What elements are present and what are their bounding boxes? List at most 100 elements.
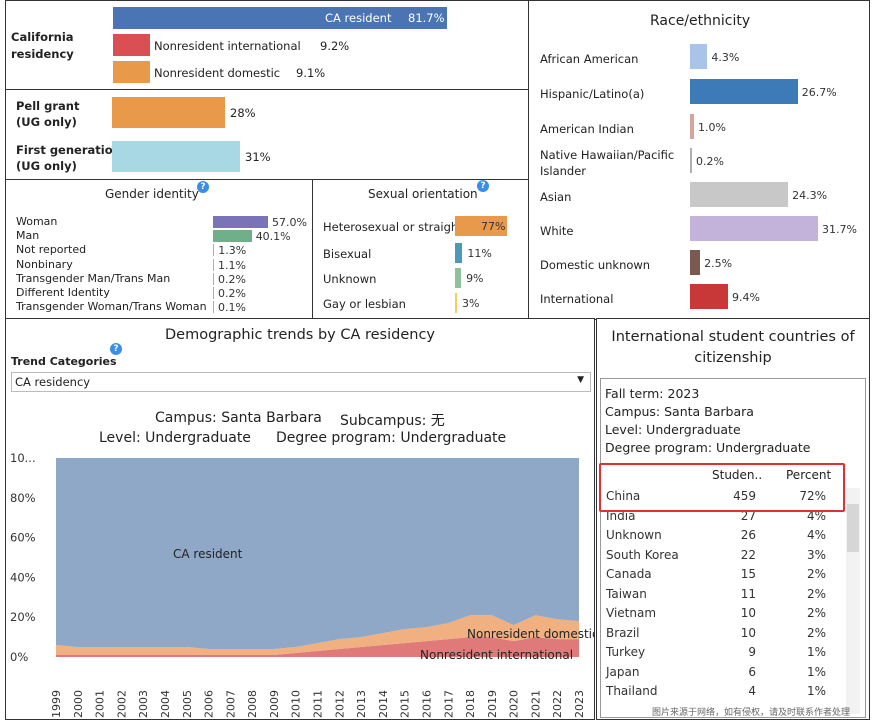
annotation-nonresident-domestic: Nonresident domestic: [467, 627, 595, 641]
trends-title: Demographic trends by CA residency: [165, 327, 436, 343]
percent-cell: 2%: [806, 625, 826, 640]
firstgen-label: First generation (UG only): [16, 143, 121, 173]
intl-row[interactable]: Thailand 4 1%: [606, 682, 846, 701]
area-series-1[interactable]: [56, 615, 579, 656]
race-label-2: American Indian: [540, 122, 634, 136]
y-tick-label: 10...: [10, 451, 36, 465]
gender-bar-6[interactable]: [213, 301, 214, 314]
y-tick-label: 60%: [10, 531, 36, 545]
percent-cell: 2%: [806, 586, 826, 601]
percent-cell: 3%: [806, 547, 826, 562]
gender-bar-0[interactable]: [213, 216, 268, 228]
race-bar-2[interactable]: [690, 114, 695, 139]
race-label-6: Domestic unknown: [540, 258, 651, 272]
gender-bar-5[interactable]: [213, 287, 214, 299]
percent-cell: 72%: [799, 489, 826, 503]
y-tick-label: 80%: [10, 491, 36, 505]
trend-area-chart[interactable]: 0% 20% 40% 60% 80% 10... 1999 2000 2001 2002 2003 2…: [0, 450, 595, 718]
gender-value-2: 1.3%: [218, 244, 247, 258]
residency-value-ca: 81.7%: [408, 11, 445, 25]
gender-bar-2[interactable]: [213, 244, 215, 257]
x-tick-label: 2013: [355, 690, 368, 718]
gender-value-6: 0.1%: [218, 301, 246, 315]
gender-value-1: 40.1%: [255, 230, 291, 244]
race-value-2: 1.0%: [698, 121, 726, 134]
intl-row[interactable]: Unknown 26 4%: [606, 526, 846, 545]
residency-name-intl: Nonresident international: [154, 39, 301, 53]
y-tick-label: 20%: [10, 610, 36, 624]
x-tick-label: 2021: [529, 690, 542, 718]
intl-row[interactable]: India 27 4%: [606, 507, 846, 526]
gender-bar-4[interactable]: [213, 272, 214, 285]
sexual-value-3: 3%: [462, 297, 480, 310]
trends-program: Degree program: Undergraduate: [276, 430, 507, 446]
intl-row[interactable]: Taiwan 11 2%: [606, 585, 846, 604]
percent-cell: 4%: [806, 528, 826, 542]
gender-help-icon[interactable]: ?: [197, 181, 209, 193]
race-bar-3[interactable]: [690, 148, 692, 173]
race-bar-1[interactable]: [690, 79, 798, 104]
sexual-label-1: Bisexual: [323, 247, 372, 261]
intl-row[interactable]: Canada 15 2%: [606, 565, 846, 584]
trend-category-dropdown[interactable]: CA residency ▼: [11, 372, 591, 392]
x-tick-label: 2002: [115, 690, 128, 718]
intl-row[interactable]: Turkey 9 1%: [606, 643, 846, 662]
gender-bar-3[interactable]: [213, 258, 215, 271]
residency-bar-intl[interactable]: [113, 34, 150, 56]
intl-row[interactable]: China 459 72%: [606, 487, 846, 506]
trends-help-icon[interactable]: ?: [110, 343, 122, 355]
race-value-5: 31.7%: [822, 223, 857, 236]
gender-bar-1[interactable]: [213, 230, 252, 243]
y-tick-label: 0%: [10, 650, 28, 664]
residency-value-intl: 9.2%: [320, 39, 350, 53]
students-cell: 9: [748, 645, 756, 659]
race-label-4: Asian: [540, 190, 572, 204]
residency-bar-ca[interactable]: [113, 7, 447, 29]
col-percent-header[interactable]: Percent: [786, 468, 832, 482]
x-tick-label: 2017: [442, 690, 455, 718]
race-label-1: Hispanic/Latino(a): [540, 87, 645, 101]
race-bar-5[interactable]: [690, 216, 818, 241]
x-tick-label: 2004: [159, 690, 172, 718]
residency-bar-dom[interactable]: [113, 61, 150, 83]
country-cell: Brazil: [606, 625, 640, 640]
race-bar-4[interactable]: [690, 182, 789, 207]
intl-row[interactable]: Vietnam 10 2%: [606, 604, 846, 623]
area-series-0[interactable]: [56, 637, 579, 657]
race-value-7: 9.4%: [731, 291, 760, 304]
race-bar-0[interactable]: [690, 44, 708, 69]
table-scrollbar[interactable]: [846, 488, 860, 714]
firstgen-bar[interactable]: [112, 141, 240, 172]
race-bar-6[interactable]: [690, 250, 701, 275]
x-tick-label: 2018: [464, 690, 477, 718]
gender-value-3: 1.1%: [218, 258, 246, 272]
race-label-0: African American: [540, 52, 639, 66]
intl-table-box: [600, 378, 866, 718]
gender-title: Gender identity: [105, 187, 199, 201]
trends-subcampus: Subcampus: 无: [340, 413, 445, 429]
residency-label: California residency: [11, 30, 74, 61]
race-bar-7[interactable]: [690, 284, 728, 309]
gender-value-5: 0.2%: [218, 287, 246, 300]
sexual-bar-1[interactable]: [455, 243, 463, 263]
gender-label-3: Nonbinary: [16, 257, 73, 271]
percent-cell: 1%: [806, 664, 826, 679]
residency-value-dom: 9.1%: [296, 66, 326, 80]
sexual-value-2: 9%: [466, 272, 484, 285]
gender-label-1: Man: [16, 229, 40, 243]
x-tick-label: 2001: [94, 690, 107, 718]
intl-row[interactable]: South Korea 22 3%: [606, 546, 846, 565]
scrollbar-thumb[interactable]: [847, 504, 859, 552]
intl-row[interactable]: Japan 6 1%: [606, 663, 846, 682]
col-students-header[interactable]: Studen..: [712, 468, 763, 482]
area-series-2[interactable]: [56, 458, 579, 650]
sexual-help-icon[interactable]: ?: [477, 180, 489, 192]
x-tick-label: 2012: [333, 690, 346, 718]
pell-bar[interactable]: [112, 97, 225, 128]
intl-campus: Campus: Santa Barbara: [605, 404, 754, 419]
sexual-bar-2[interactable]: [455, 268, 462, 288]
sexual-bar-3[interactable]: [455, 293, 458, 313]
intl-row[interactable]: Brazil 10 2%: [606, 624, 846, 643]
gender-label-2: Not reported: [16, 243, 87, 257]
sexual-bar-0[interactable]: [455, 216, 507, 236]
